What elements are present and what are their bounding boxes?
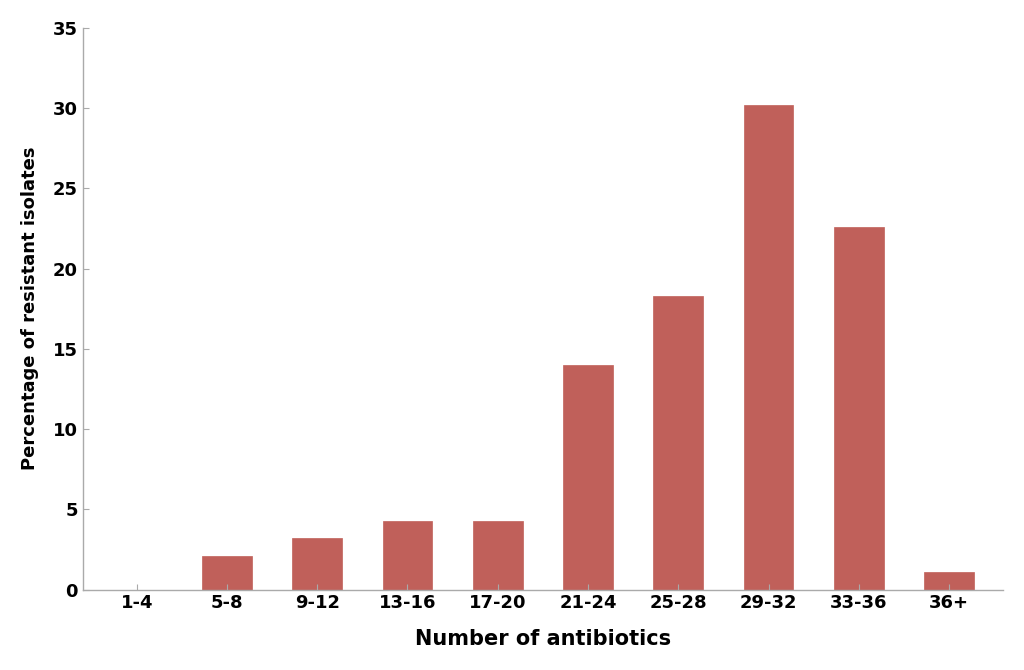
Bar bbox=[473, 521, 522, 590]
Bar bbox=[383, 521, 432, 590]
Bar bbox=[925, 572, 974, 590]
Bar bbox=[563, 365, 612, 590]
Bar bbox=[653, 296, 703, 590]
Bar bbox=[834, 227, 884, 590]
Bar bbox=[293, 538, 342, 590]
X-axis label: Number of antibiotics: Number of antibiotics bbox=[415, 629, 671, 649]
Bar bbox=[743, 105, 794, 590]
Bar bbox=[202, 556, 252, 590]
Y-axis label: Percentage of resistant isolates: Percentage of resistant isolates bbox=[20, 147, 39, 470]
